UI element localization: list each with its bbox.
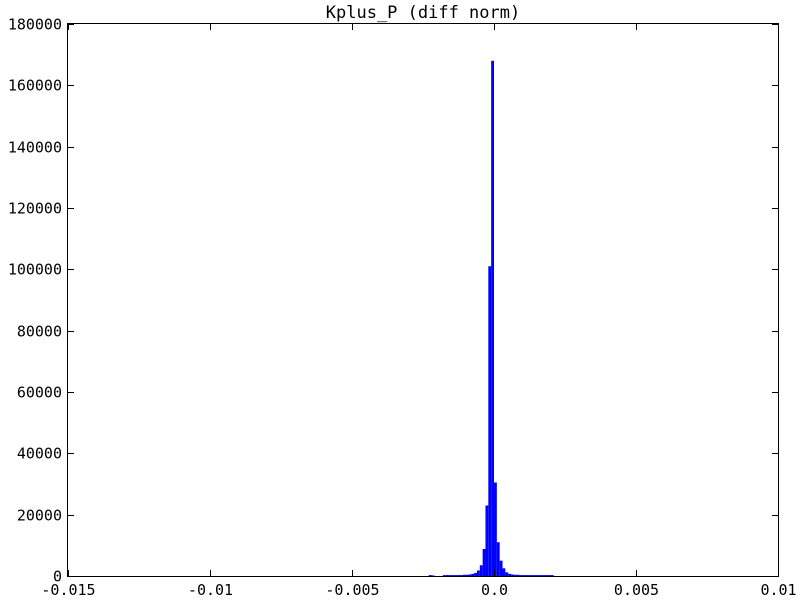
- y-tick-label: 100000: [8, 261, 62, 279]
- histogram-bar: [465, 574, 469, 576]
- histogram-bar: [476, 570, 480, 576]
- histogram-bar: [545, 575, 548, 577]
- histogram-bar: [479, 565, 483, 576]
- histogram-bar: [471, 573, 475, 576]
- histogram-bars: [428, 60, 554, 577]
- y-tick-label: 120000: [8, 200, 62, 218]
- histogram-bar: [547, 575, 551, 577]
- histogram-bar: [454, 575, 458, 577]
- histogram-bar: [539, 575, 543, 577]
- histogram-bar: [431, 575, 435, 577]
- histogram-bar: [505, 572, 509, 576]
- x-tick-label: 0.0: [481, 581, 508, 599]
- histogram-bar: [457, 575, 460, 577]
- histogram-bar: [502, 568, 506, 576]
- y-tick-label: 40000: [17, 445, 62, 463]
- y-tick-label: 80000: [17, 323, 62, 341]
- y-tick-label: 140000: [8, 139, 62, 157]
- histogram-bar: [494, 482, 497, 576]
- histogram-bar: [474, 572, 477, 576]
- histogram-bar: [516, 574, 520, 576]
- histogram-bar: [451, 575, 455, 577]
- x-tick-label: -0.005: [325, 581, 379, 599]
- histogram-bar: [530, 575, 534, 577]
- histogram-bar: [468, 574, 472, 576]
- histogram-bar: [511, 574, 514, 576]
- plot-frame: [67, 23, 779, 577]
- y-tick-label: 20000: [17, 507, 62, 525]
- x-tick-label: -0.01: [188, 581, 233, 599]
- histogram-bar: [508, 573, 512, 576]
- histogram-bar: [536, 575, 540, 577]
- histogram-bar: [491, 60, 494, 577]
- histogram-bar: [528, 575, 531, 577]
- histogram-bar: [496, 542, 500, 576]
- histogram-bar: [542, 575, 546, 577]
- histogram-bar: [550, 575, 554, 577]
- y-tick-label: 60000: [17, 384, 62, 402]
- chart-title: Kplus_P (diff norm): [326, 3, 520, 23]
- histogram-bar: [428, 575, 432, 577]
- histogram-bar: [513, 574, 517, 576]
- axis-tick-labels: -0.015 -0.01 -0.005 0.0 0.005 0.01 0 20000 40000…: [8, 16, 797, 600]
- axis-ticks: [68, 24, 779, 577]
- y-tick-label: 0: [53, 568, 62, 586]
- x-tick-label: -0.015: [41, 581, 95, 599]
- histogram-bar: [499, 560, 503, 576]
- histogram-bar: [533, 575, 537, 577]
- x-tick-label: 0.005: [614, 581, 659, 599]
- y-tick-label: 160000: [8, 77, 62, 95]
- histogram-bar: [488, 266, 492, 576]
- y-tick-label: 180000: [8, 16, 62, 34]
- histogram-bar: [462, 574, 466, 576]
- histogram-bar: [445, 575, 449, 577]
- histogram-bar: [442, 575, 446, 577]
- histogram-bar: [485, 505, 489, 576]
- histogram-bar: [522, 575, 526, 577]
- x-tick-label: 0.01: [760, 581, 796, 599]
- histogram-bar: [459, 575, 463, 577]
- histogram-bar: [519, 575, 523, 577]
- histogram-bar: [482, 549, 486, 576]
- histogram-bar: [525, 575, 529, 577]
- histogram-bar: [448, 575, 452, 577]
